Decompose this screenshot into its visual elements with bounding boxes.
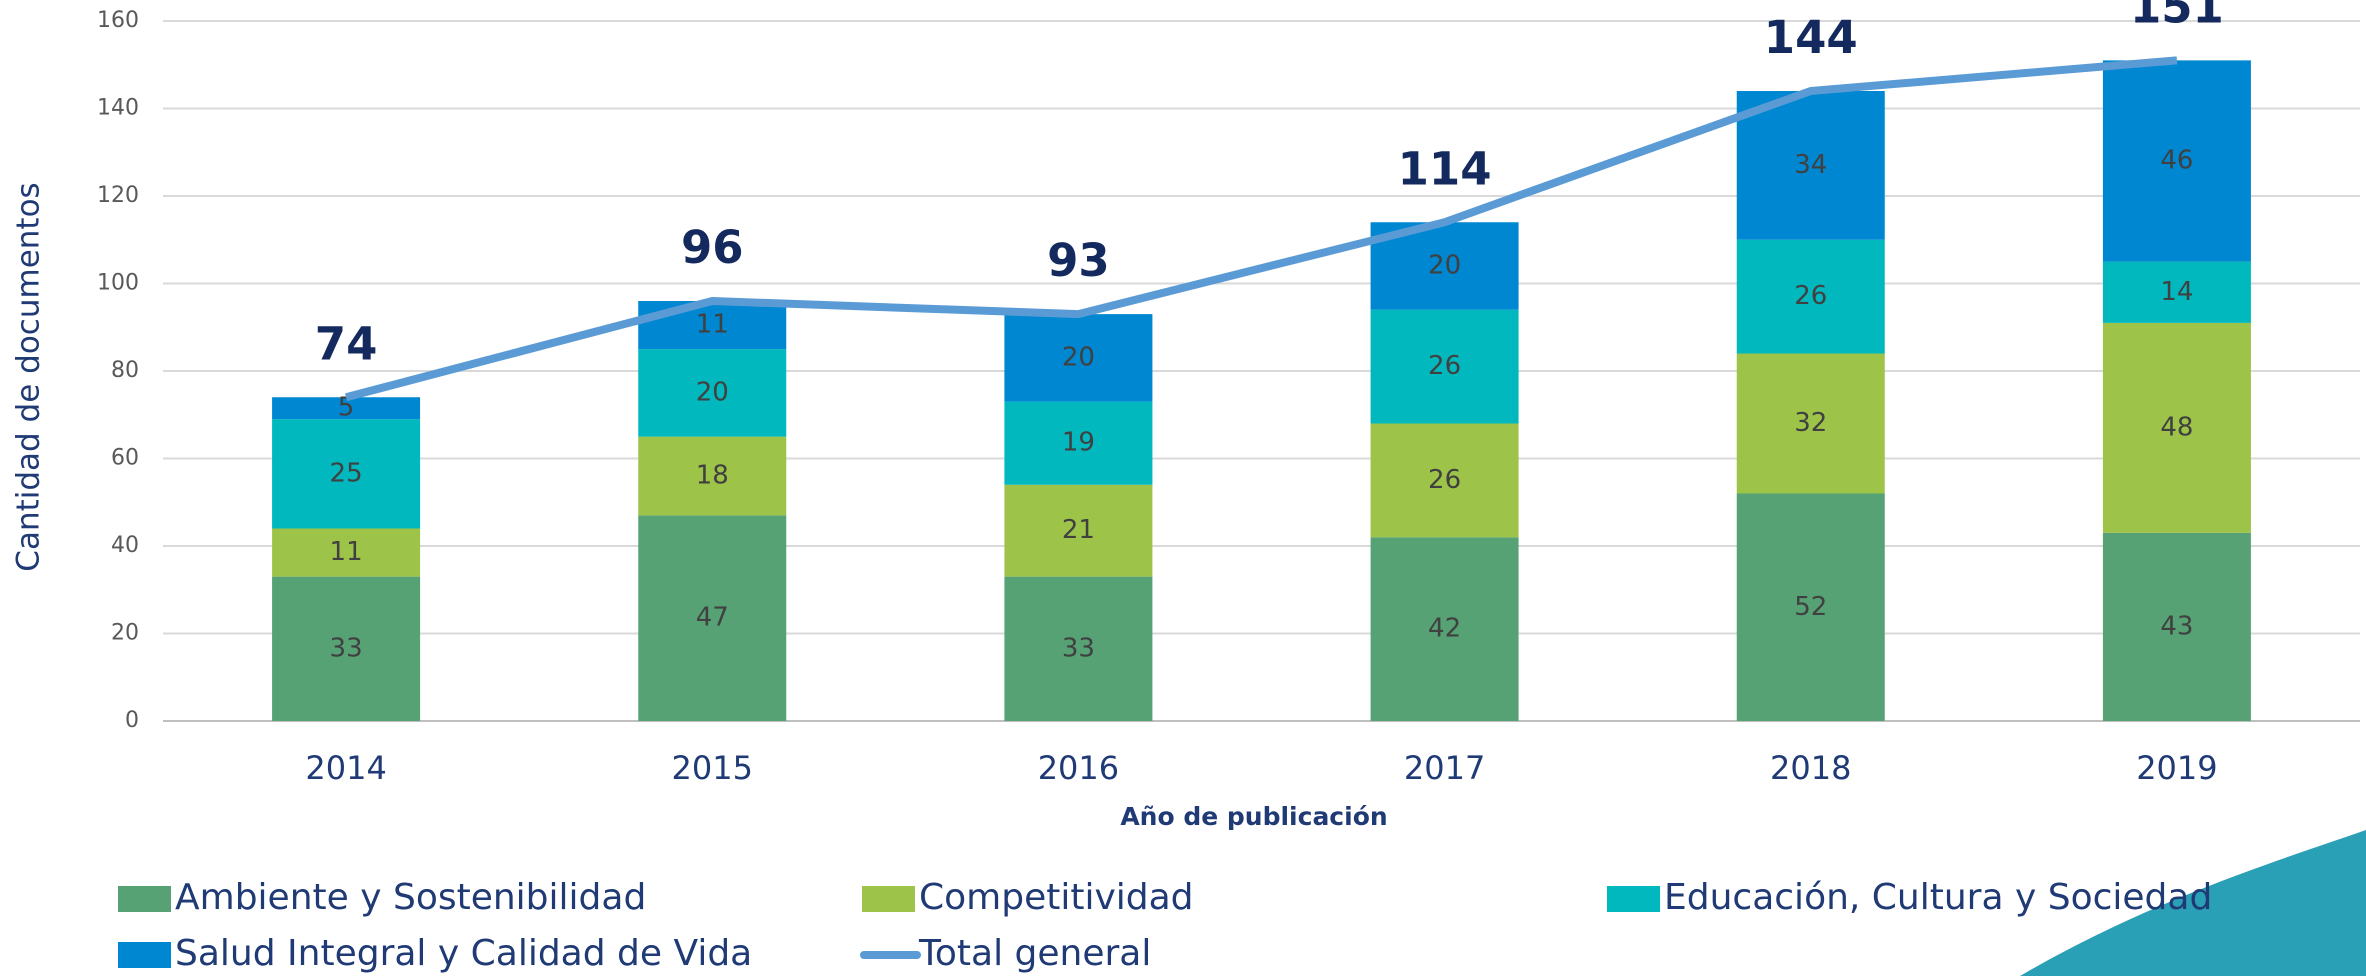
data-label: 19 (1062, 428, 1095, 458)
bar-segment (638, 515, 787, 721)
data-label: 47 (696, 603, 729, 633)
bar-segment (1004, 576, 1153, 721)
data-label: 26 (1428, 351, 1461, 381)
data-label: 21 (1062, 515, 1095, 545)
bar-segment (1370, 309, 1519, 424)
legend-marker (118, 942, 171, 968)
bar-segment (1004, 484, 1153, 577)
legend-marker (1607, 886, 1660, 912)
bar-segment (638, 436, 787, 516)
data-label: 11 (330, 537, 363, 567)
total-line (345, 56, 2178, 402)
bar-segment (1004, 401, 1153, 485)
y-axis-title: Cantidad de documentos (11, 182, 47, 571)
data-label: 25 (330, 458, 363, 488)
y-tick-label: 80 (111, 358, 139, 383)
x-tick-label: 2016 (1038, 749, 1119, 787)
data-label: 14 (2160, 277, 2193, 307)
bar-segment (1736, 493, 1885, 721)
bar-segment (272, 576, 421, 721)
data-label: 20 (1428, 251, 1461, 281)
data-label: 42 (1428, 614, 1461, 644)
total-label: 74 (315, 317, 378, 370)
y-tick-label: 20 (111, 621, 139, 646)
legend-label: Total general (918, 933, 1151, 974)
bar-segment (638, 349, 787, 437)
bar-segment (2102, 532, 2251, 721)
x-tick-label: 2017 (1404, 749, 1485, 787)
bar-segment (2102, 322, 2251, 533)
legend-label: Competitividad (919, 877, 1194, 918)
bar-segment (1736, 239, 1885, 354)
data-label: 46 (2160, 146, 2193, 176)
bar-segment (1736, 353, 1885, 494)
data-label: 52 (1794, 592, 1827, 622)
data-label: 48 (2160, 412, 2193, 442)
total-label: 144 (1764, 11, 1858, 64)
y-tick-label: 160 (97, 8, 139, 33)
data-label: 20 (696, 377, 729, 407)
legend-marker (118, 886, 171, 912)
legend-label: Educación, Cultura y Sociedad (1664, 877, 2212, 918)
x-tick-label: 2014 (305, 749, 386, 787)
total-label: 114 (1398, 142, 1492, 195)
bar-segment (272, 419, 421, 529)
data-label: 43 (2160, 611, 2193, 641)
y-tick-label: 0 (125, 708, 139, 733)
total-label: 96 (681, 221, 744, 274)
y-tick-label: 60 (111, 446, 139, 471)
total-label: 151 (2130, 0, 2224, 33)
x-axis-title: Año de publicación (1120, 802, 1387, 831)
legend-marker (862, 886, 915, 912)
data-label: 11 (696, 310, 729, 340)
data-label: 26 (1428, 465, 1461, 495)
bar-segment (2102, 60, 2251, 262)
y-tick-label: 100 (97, 271, 139, 296)
bar-segment (638, 301, 787, 350)
bar-segment (1736, 91, 1885, 240)
decoration (2020, 830, 2366, 976)
data-label: 26 (1794, 281, 1827, 311)
data-label: 18 (696, 461, 729, 491)
x-tick-label: 2015 (672, 749, 753, 787)
data-label: 20 (1062, 342, 1095, 372)
data-label: 33 (330, 633, 363, 663)
y-tick-label: 40 (111, 533, 139, 558)
data-label: 32 (1794, 408, 1827, 438)
legend-label: Ambiente y Sostenibilidad (175, 877, 646, 918)
bar-segment (272, 397, 421, 420)
x-tick-label: 2019 (2136, 749, 2217, 787)
x-tick-label: 2018 (1770, 749, 1851, 787)
data-label: 33 (1062, 633, 1095, 663)
bar-segment (1370, 537, 1519, 721)
data-label: 34 (1794, 150, 1827, 180)
total-label: 93 (1047, 234, 1110, 287)
y-tick-label: 120 (97, 183, 139, 208)
legend-label: Salud Integral y Calidad de Vida (175, 933, 752, 974)
bar-segment (1370, 423, 1519, 538)
bar-segment (272, 528, 421, 577)
y-tick-label: 140 (97, 96, 139, 121)
bar-segment (2102, 261, 2251, 323)
bar-segment (1004, 314, 1153, 402)
